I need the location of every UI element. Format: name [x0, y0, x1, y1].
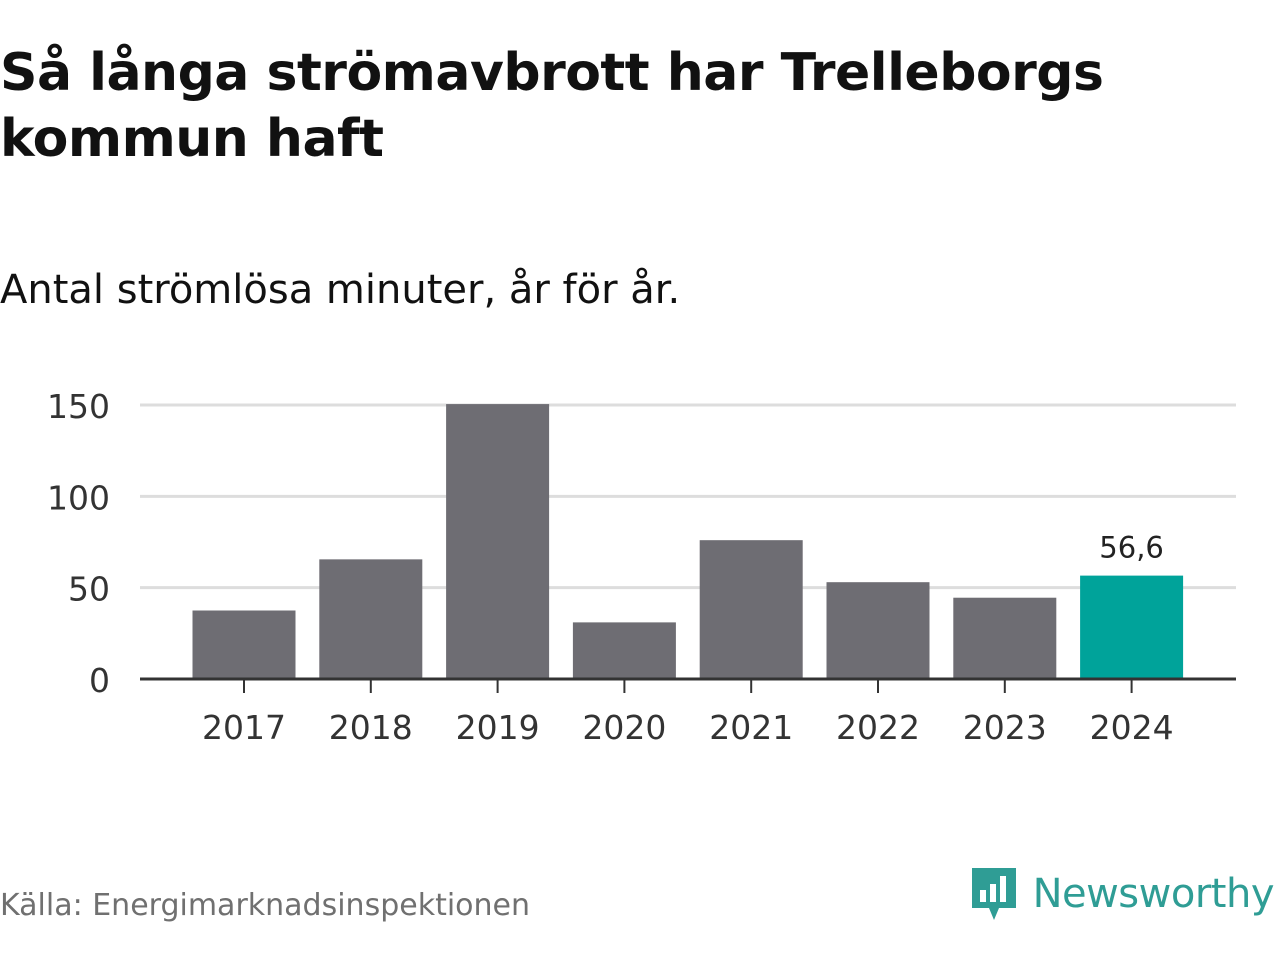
x-tick-label: 2017 [202, 708, 286, 747]
x-tick-label: 2020 [582, 708, 666, 747]
y-tick-label: 50 [68, 570, 110, 609]
brand-logo: Newsworthy [969, 864, 1275, 924]
x-tick-label: 2019 [456, 708, 540, 747]
bar-2019 [446, 404, 550, 679]
y-axis-ticks: 0 50 100 150 [47, 387, 110, 700]
bar-2018 [319, 559, 423, 679]
bar-2017 [192, 610, 296, 679]
newsworthy-logo-icon [971, 868, 1016, 920]
bar-2021 [699, 540, 803, 679]
chart-subtitle: Antal strömlösa minuter, år för år. [0, 267, 681, 313]
bar-2023 [953, 597, 1057, 679]
chart-title: Så långa strömavbrott har Trelleborgs ko… [0, 43, 1104, 169]
x-tick-label: 2024 [1090, 708, 1174, 747]
x-tick-label: 2022 [836, 708, 920, 747]
x-tick-label: 2018 [329, 708, 413, 747]
source-note: Källa: Energimarknadsinspektionen [0, 888, 531, 923]
y-tick-label: 150 [47, 387, 110, 426]
x-axis: 2017 2018 2019 2020 2021 2022 2023 2024 [140, 677, 1236, 747]
bars [192, 404, 1184, 679]
x-tick-label: 2021 [709, 708, 793, 747]
gridlines [140, 403, 1236, 590]
y-tick-label: 100 [47, 478, 110, 517]
y-tick-label: 0 [89, 661, 110, 700]
bar-2024 [1080, 575, 1184, 679]
data-label: 56,6 [1099, 531, 1164, 565]
bar-2020 [572, 622, 676, 679]
x-tick-label: 2023 [963, 708, 1047, 747]
bar-2022 [826, 582, 930, 679]
data-labels: 56,6 [1099, 531, 1164, 565]
brand-name: Newsworthy [1032, 871, 1275, 917]
